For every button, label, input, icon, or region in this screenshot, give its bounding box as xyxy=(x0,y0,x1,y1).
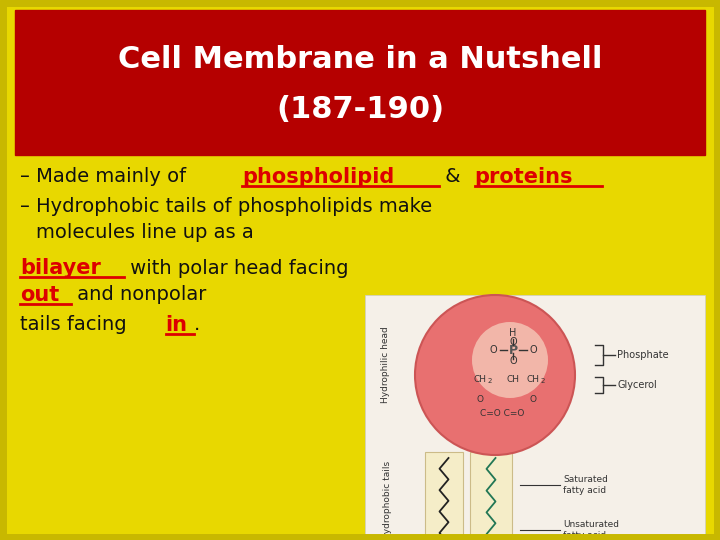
Text: O: O xyxy=(477,395,484,404)
FancyBboxPatch shape xyxy=(365,295,705,540)
Text: with polar head facing: with polar head facing xyxy=(125,259,349,278)
FancyBboxPatch shape xyxy=(470,452,512,540)
Text: CH: CH xyxy=(506,375,520,384)
Text: .: . xyxy=(194,315,200,334)
Text: Phosphate: Phosphate xyxy=(617,350,669,360)
Text: in: in xyxy=(166,315,188,335)
Text: Unsaturated
fatty acid: Unsaturated fatty acid xyxy=(563,521,619,539)
Text: O: O xyxy=(509,337,517,347)
Text: O: O xyxy=(529,395,536,404)
Text: bilayer: bilayer xyxy=(20,258,101,278)
Text: Hydrophilic head: Hydrophilic head xyxy=(380,327,390,403)
Text: CH: CH xyxy=(474,375,487,384)
Text: Cell Membrane in a Nutshell: Cell Membrane in a Nutshell xyxy=(118,45,602,75)
FancyBboxPatch shape xyxy=(15,10,705,155)
Text: 2: 2 xyxy=(488,378,492,384)
Circle shape xyxy=(472,322,548,398)
Text: proteins: proteins xyxy=(474,167,573,187)
FancyBboxPatch shape xyxy=(425,452,463,540)
Text: O: O xyxy=(529,345,537,355)
Text: and nonpolar: and nonpolar xyxy=(71,286,206,305)
Text: out: out xyxy=(20,285,59,305)
Text: phospholipid: phospholipid xyxy=(243,167,395,187)
Text: – Hydrophobic tails of phospholipids make: – Hydrophobic tails of phospholipids mak… xyxy=(20,198,432,217)
Circle shape xyxy=(415,295,575,455)
Text: Saturated
fatty acid: Saturated fatty acid xyxy=(563,475,608,495)
Text: P: P xyxy=(508,343,518,356)
Text: H: H xyxy=(509,328,517,338)
Text: Glycerol: Glycerol xyxy=(617,380,657,390)
Text: Hydrophobic tails: Hydrophobic tails xyxy=(382,461,392,539)
Text: (187-190): (187-190) xyxy=(276,96,444,125)
Text: CH: CH xyxy=(526,375,539,384)
Text: O: O xyxy=(489,345,497,355)
Text: O: O xyxy=(509,356,517,366)
Text: 2: 2 xyxy=(541,378,545,384)
Text: – Made mainly of: – Made mainly of xyxy=(20,167,192,186)
Text: molecules line up as a: molecules line up as a xyxy=(36,222,253,241)
Text: C=O C=O: C=O C=O xyxy=(480,408,524,417)
Text: &: & xyxy=(439,167,467,186)
Text: tails facing: tails facing xyxy=(20,315,133,334)
